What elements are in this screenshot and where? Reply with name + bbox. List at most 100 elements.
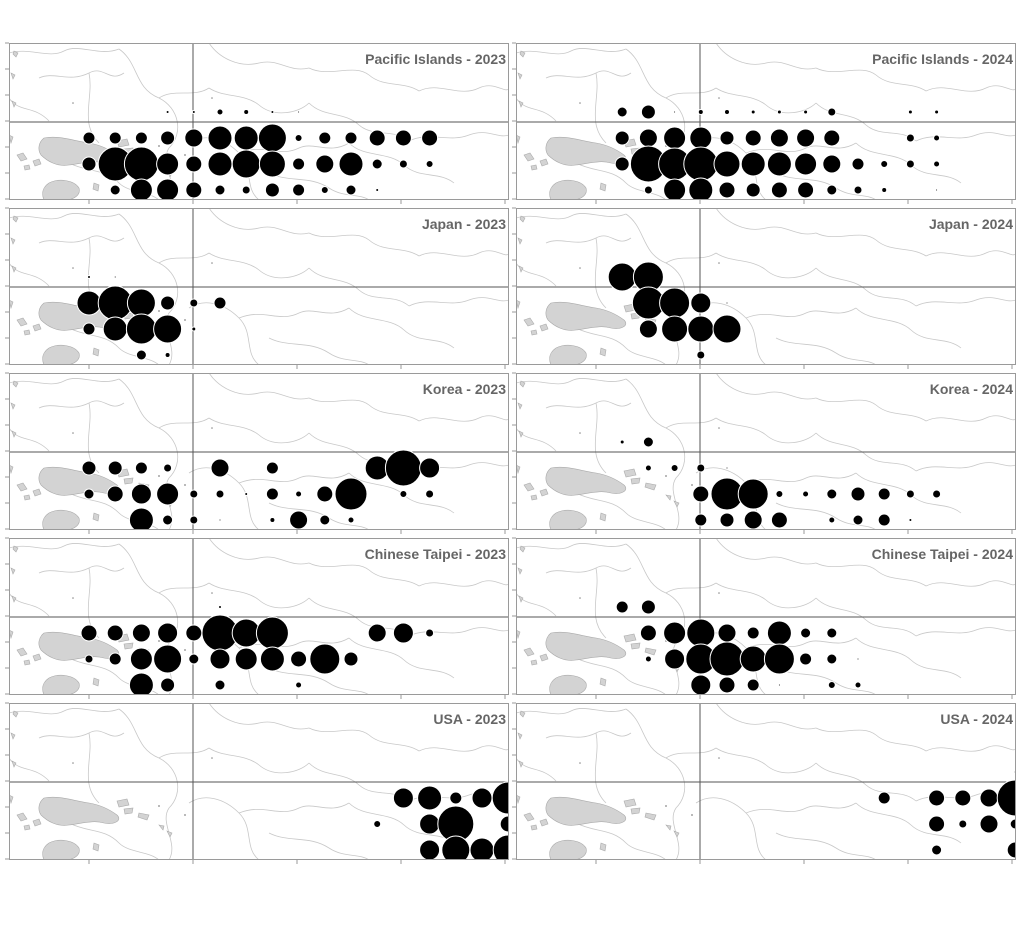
catch-bubble xyxy=(640,104,656,120)
map-panel: Chinese Taipei - 2024 xyxy=(512,537,1016,699)
panel-frame xyxy=(9,703,509,860)
panel-frame xyxy=(9,43,509,200)
catch-bubble xyxy=(638,128,658,148)
catch-bubble xyxy=(643,185,653,195)
catch-bubble xyxy=(128,672,154,695)
catch-bubble xyxy=(718,181,736,199)
catch-bubble xyxy=(156,152,180,176)
catch-bubble xyxy=(318,131,332,145)
catch-bubble xyxy=(644,655,652,663)
bubble-layer xyxy=(81,108,439,200)
catch-bubble xyxy=(82,131,96,145)
catch-bubble xyxy=(928,815,946,833)
panel-frame xyxy=(9,373,509,530)
catch-bubble xyxy=(215,489,225,499)
catch-bubble xyxy=(338,151,364,177)
catch-bubble xyxy=(392,622,414,644)
catch-bubble xyxy=(826,184,838,196)
catch-bubble xyxy=(129,178,153,200)
panel-frame xyxy=(9,208,509,365)
catch-bubble xyxy=(769,128,789,148)
catch-bubble xyxy=(87,275,91,279)
catch-bubble xyxy=(979,788,999,808)
catch-bubble xyxy=(683,146,719,182)
catch-bubble xyxy=(209,648,231,670)
catch-bubble xyxy=(777,683,781,687)
catch-bubble xyxy=(908,518,913,522)
catch-bubble xyxy=(661,315,689,343)
catch-bubble xyxy=(125,313,157,345)
catch-bubble xyxy=(853,185,863,195)
panel-title: Pacific Islands - 2023 xyxy=(365,51,506,67)
catch-bubble xyxy=(102,316,128,342)
catch-bubble xyxy=(905,133,915,143)
catch-bubble xyxy=(419,813,441,835)
catch-bubble xyxy=(425,628,435,638)
catch-bubble xyxy=(686,618,716,648)
catch-bubble xyxy=(241,185,251,195)
catch-bubble xyxy=(425,160,434,168)
catch-bubble xyxy=(826,627,838,639)
catch-bubble xyxy=(663,178,687,200)
catch-bubble xyxy=(775,490,784,498)
bubble-layer xyxy=(607,261,742,360)
catch-bubble xyxy=(689,126,713,150)
catch-bubble xyxy=(640,599,656,615)
panel-title: Chinese Taipei - 2024 xyxy=(872,546,1014,562)
catch-bubble xyxy=(160,677,176,693)
bubble-layer xyxy=(614,104,941,200)
catch-bubble xyxy=(84,654,94,664)
catch-bubble xyxy=(294,134,303,142)
catch-bubble xyxy=(319,514,331,526)
catch-bubble xyxy=(619,439,625,445)
catch-bubble xyxy=(269,517,276,523)
catch-bubble xyxy=(189,489,199,499)
catch-bubble xyxy=(214,184,226,196)
catch-bubble xyxy=(264,182,280,198)
catch-bubble xyxy=(109,184,121,196)
catch-bubble xyxy=(719,512,735,528)
catch-bubble xyxy=(384,449,422,487)
panel-title: Japan - 2024 xyxy=(929,216,1013,232)
catch-bubble xyxy=(709,641,745,677)
catch-bubble xyxy=(214,679,226,691)
catch-bubble xyxy=(766,620,792,646)
catch-bubble xyxy=(233,125,259,151)
catch-bubble xyxy=(347,516,355,524)
panel-title: USA - 2024 xyxy=(940,711,1013,727)
catch-bubble xyxy=(958,819,968,829)
catch-bubble xyxy=(877,513,891,527)
catch-bubble xyxy=(216,108,224,116)
panel-frame xyxy=(516,703,1016,860)
catch-bubble xyxy=(828,516,836,524)
catch-bubble xyxy=(737,478,769,510)
catch-bubble xyxy=(744,129,762,147)
catch-bubble xyxy=(234,647,258,671)
catch-bubble xyxy=(614,130,630,146)
catch-bubble xyxy=(185,181,203,199)
catch-bubble xyxy=(421,129,439,147)
catch-bubble xyxy=(290,650,308,668)
catch-bubble xyxy=(826,488,838,500)
panel-frame xyxy=(9,538,509,695)
catch-bubble xyxy=(687,315,715,343)
catch-bubble xyxy=(189,298,199,308)
catch-bubble xyxy=(417,785,443,811)
catch-bubble xyxy=(343,651,359,667)
catch-bubble xyxy=(719,130,735,146)
catch-bubble xyxy=(259,646,285,672)
catch-bubble xyxy=(189,515,199,525)
catch-bubble xyxy=(373,820,382,828)
catch-bubble xyxy=(933,160,941,168)
catch-bubble xyxy=(425,489,435,499)
catch-bubble xyxy=(315,154,335,174)
catch-bubble xyxy=(80,624,98,642)
catch-bubble xyxy=(135,349,147,361)
catch-bubble xyxy=(697,109,704,115)
catch-bubble xyxy=(295,681,303,689)
catch-bubble xyxy=(770,511,788,529)
catch-bubble xyxy=(344,131,358,145)
catch-bubble xyxy=(854,681,862,689)
catch-bubble xyxy=(615,600,629,614)
catch-bubble xyxy=(270,110,275,114)
